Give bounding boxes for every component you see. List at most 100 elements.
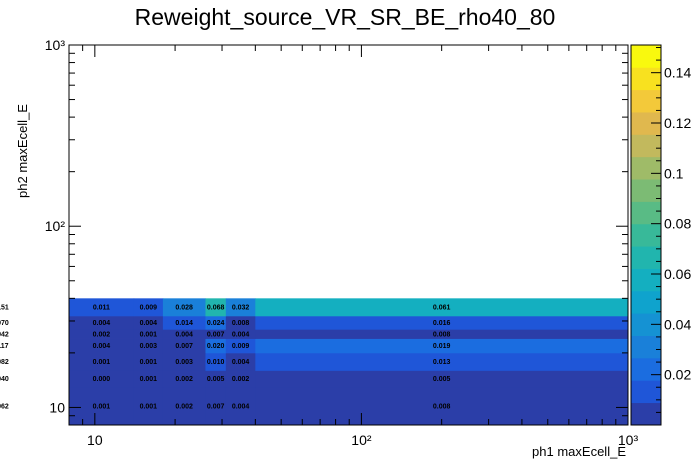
heatmap-cell <box>162 370 206 388</box>
heatmap-cell <box>225 386 256 426</box>
y-tick-label: 10³ <box>45 37 66 53</box>
cell-value-label: 0.010 <box>207 359 225 366</box>
palette-band <box>631 357 661 381</box>
heatmap-cell <box>255 298 629 317</box>
cell-value-label: 0.001 <box>93 359 111 366</box>
heatmap-cell <box>205 386 227 426</box>
cell-value-label: 0.004 <box>232 403 250 410</box>
cell-value-label: 0.001 <box>140 403 158 410</box>
palette-tick-label: 0.04 <box>664 316 691 332</box>
heatmap-cells <box>69 298 629 426</box>
heatmap-cell <box>133 315 164 330</box>
heatmap-cell <box>162 352 206 371</box>
color-palette <box>631 45 661 426</box>
heatmap-cell <box>205 352 227 371</box>
cell-value-label: 0.001 <box>140 376 158 383</box>
heatmap-cell <box>162 315 206 330</box>
heatmap-cell-labels: 0.001 0.001 0.002 0.007 0.004 0.008 0.062 0.000… <box>0 305 451 411</box>
chart-title: Reweight_source_VR_SR_BE_rho40_80 <box>135 4 556 30</box>
palette-band <box>631 156 661 180</box>
palette-band <box>631 380 661 404</box>
palette-band <box>631 246 661 269</box>
heatmap-cell <box>133 298 164 317</box>
cell-value-label: 0.004 <box>232 359 250 366</box>
cell-value-label: 0.000 <box>93 376 111 383</box>
cell-value-label: 0.007 <box>207 403 225 410</box>
palette-band <box>631 402 661 426</box>
heatmap-cell <box>255 386 629 426</box>
cell-value-label: 0.001 <box>93 403 111 410</box>
cell-value-label: 0.008 <box>232 320 250 327</box>
heatmap-cell <box>69 315 135 330</box>
heatmap-cell <box>255 338 629 354</box>
cell-value-label: 0.007 <box>207 331 225 338</box>
cell-value-label: 0.062 <box>0 403 9 410</box>
cell-value-label: 0.008 <box>433 331 451 338</box>
heatmap-cell <box>255 370 629 388</box>
cell-value-label: 0.004 <box>93 320 111 327</box>
palette-band <box>631 313 661 336</box>
y-tick-label: 10 <box>49 399 65 415</box>
palette-tick-label: 0.02 <box>664 367 691 383</box>
cell-value-label: 0.009 <box>140 305 158 312</box>
cell-value-label: 0.014 <box>175 320 193 327</box>
cell-value-label: 0.020 <box>207 343 225 350</box>
cell-value-label: 0.019 <box>433 343 451 350</box>
cell-value-label: 0.068 <box>207 305 225 312</box>
heatmap-cell <box>225 352 256 371</box>
cell-value-label: 0.003 <box>175 359 193 366</box>
cell-value-label: 0.028 <box>175 305 193 312</box>
heatmap-cell <box>255 329 629 339</box>
cell-value-label: 0.008 <box>433 403 451 410</box>
cell-value-label: 0.082 <box>0 359 9 366</box>
palette-band <box>631 179 661 202</box>
palette-band <box>631 67 661 91</box>
cell-value-label: 0.042 <box>0 331 9 338</box>
heatmap-cell <box>205 338 227 354</box>
heatmap-cell <box>225 329 256 339</box>
heatmap-cell <box>162 329 206 339</box>
heatmap-cell <box>69 338 135 354</box>
palette-band <box>631 268 661 292</box>
cell-value-label: 0.002 <box>93 331 111 338</box>
heatmap-cell <box>133 338 164 354</box>
heatmap-cell <box>225 370 256 388</box>
heatmap-cell <box>69 370 135 388</box>
palette-tick-label: 0.12 <box>664 115 691 131</box>
heatmap-cell <box>69 386 135 426</box>
axes: 10 10² 10³ 10 10² 10³ <box>45 37 639 448</box>
palette-band <box>631 290 661 314</box>
palette-band <box>631 223 661 247</box>
cell-value-label: 0.002 <box>175 376 193 383</box>
palette-tick-label: 0.08 <box>664 216 691 232</box>
palette-band <box>631 201 661 225</box>
cell-value-label: 0.007 <box>175 343 193 350</box>
heatmap-cell <box>255 315 629 330</box>
heatmap-cell <box>205 329 227 339</box>
heatmap-cell <box>133 370 164 388</box>
cell-value-label: 0.024 <box>207 320 225 327</box>
heatmap-cell <box>133 329 164 339</box>
palette-band <box>631 89 661 113</box>
x-axis-label: ph1 maxEcell_E <box>532 444 626 459</box>
cell-value-label: 0.004 <box>140 320 158 327</box>
x-tick-label: 10 <box>87 432 103 448</box>
cell-value-label: 0.032 <box>232 305 250 312</box>
cell-value-label: 0.011 <box>93 305 110 312</box>
cell-value-label: 0.004 <box>93 343 111 350</box>
cell-value-label: 0.061 <box>433 305 451 312</box>
heatmap-cell <box>205 298 227 317</box>
palette-tick-label: 0.1 <box>664 165 684 181</box>
palette-band <box>631 112 661 135</box>
heatmap-cell <box>162 338 206 354</box>
heatmap-cell <box>225 315 256 330</box>
cell-value-label: 0.002 <box>175 403 193 410</box>
y-tick-label: 10² <box>45 218 66 234</box>
cell-value-label: 0.001 <box>140 331 158 338</box>
y-axis-label: ph2 maxEcell_E <box>15 104 30 198</box>
cell-value-label: 0.003 <box>140 343 158 350</box>
cell-value-label: 0.016 <box>433 320 451 327</box>
heatmap-cell <box>225 338 256 354</box>
palette-band <box>631 45 661 68</box>
